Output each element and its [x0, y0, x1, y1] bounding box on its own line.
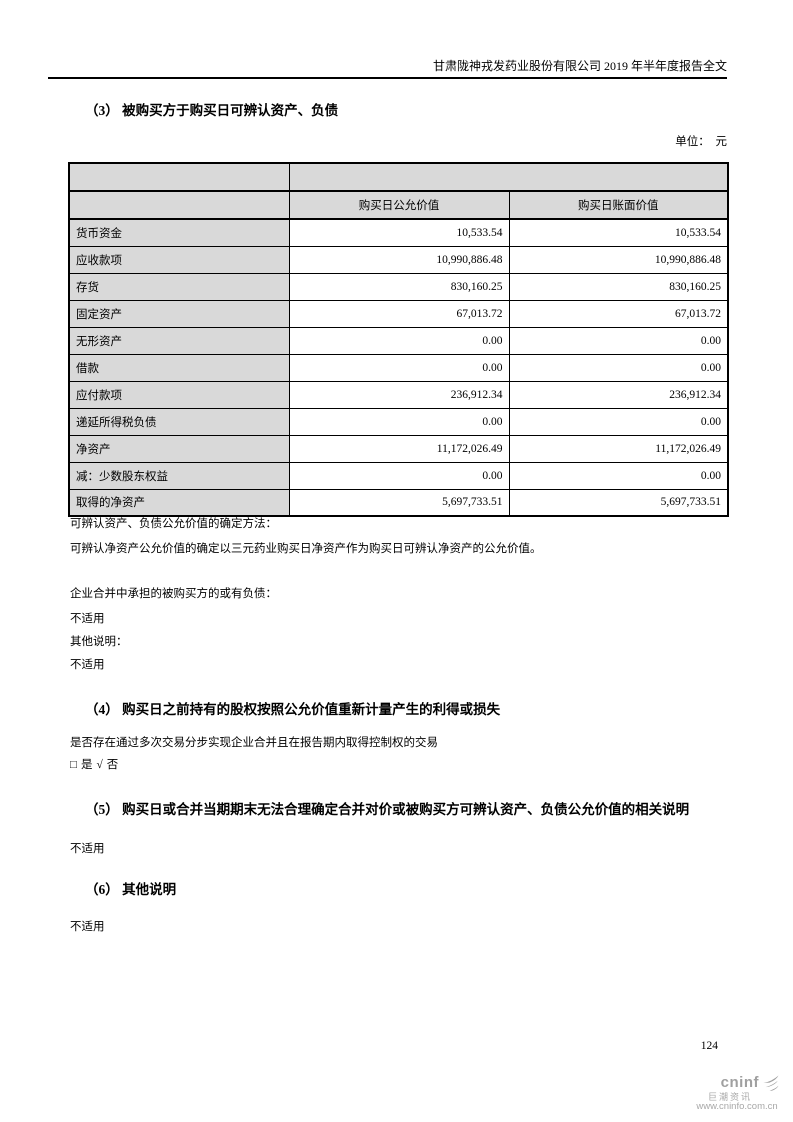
table-row: 固定资产 67,013.72 67,013.72 [68, 299, 729, 328]
table-row: 货币资金 10,533.54 10,533.54 [68, 218, 729, 247]
contingent-liability-caption: 企业合并中承担的被购买方的或有负债： [70, 588, 277, 600]
row-label: 货币资金 [68, 218, 290, 247]
book-value-cell: 0.00 [508, 353, 729, 382]
fair-value-cell: 0.00 [288, 353, 510, 382]
book-value-cell: 5,697,733.51 [508, 488, 729, 517]
cninfo-logo-url: www.cninfo.com.cn [696, 1101, 778, 1113]
cninfo-logo-text: cninf [720, 1074, 759, 1092]
table-row: 应付款项 236,912.34 236,912.34 [68, 380, 729, 409]
table-row: 取得的净资产 5,697,733.51 5,697,733.51 [68, 488, 729, 517]
fair-value-method-caption: 可辨认资产、负债公允价值的确定方法： [70, 518, 277, 530]
fair-value-method-text: 可辨认净资产公允价值的确定以三元药业购买日净资产作为购买日可辨认净资产的公允价值… [70, 543, 542, 555]
checkbox-yes-unchecked: □ [70, 759, 77, 771]
row-label: 减：少数股东权益 [68, 461, 290, 490]
table-row: 存货 830,160.25 830,160.25 [68, 272, 729, 301]
table-row: 净资产 11,172,026.49 11,172,026.49 [68, 434, 729, 463]
section-6-body: 不适用 [70, 921, 105, 933]
fair-value-cell: 67,013.72 [288, 299, 510, 328]
row-label: 无形资产 [68, 326, 290, 355]
table-row: 减：少数股东权益 0.00 0.00 [68, 461, 729, 490]
fair-value-cell: 5,697,733.51 [288, 488, 510, 517]
fair-value-cell: 0.00 [288, 407, 510, 436]
book-value-cell: 830,160.25 [508, 272, 729, 301]
cninfo-swirl-icon [763, 1075, 779, 1091]
row-label: 借款 [68, 353, 290, 382]
checkmark-no-icon: √ [96, 759, 103, 771]
table-row: 递延所得税负债 0.00 0.00 [68, 407, 729, 436]
other-notes-value: 不适用 [70, 659, 105, 671]
book-value-cell: 0.00 [508, 326, 729, 355]
section-5-title: （5） 购买日或合并当期期末无法合理确定合并对价或被购买方可辨认资产、负债公允价… [85, 802, 690, 817]
row-label: 递延所得税负债 [68, 407, 290, 436]
section-4-question: 是否存在通过多次交易分步实现企业合并且在报告期内取得控制权的交易 [70, 737, 438, 749]
blank-header-cell [68, 190, 290, 220]
table-header-row: 购买日公允价值 购买日账面价值 [68, 190, 729, 220]
identifiable-assets-table: 购买日公允价值 购买日账面价值 货币资金 10,533.54 10,533.54… [68, 162, 729, 517]
fair-value-cell: 236,912.34 [288, 380, 510, 409]
section-3-title: （3） 被购买方于购买日可辨认资产、负债 [85, 103, 339, 118]
blank-corner-cell [68, 162, 290, 192]
row-label: 净资产 [68, 434, 290, 463]
cninfo-logo-row: cninf [687, 1074, 787, 1092]
table-row: 借款 0.00 0.00 [68, 353, 729, 382]
cninfo-logo-subtitle: 巨潮资讯 [707, 1092, 752, 1102]
table-row: 无形资产 0.00 0.00 [68, 326, 729, 355]
unit-label: 单位： 元 [675, 136, 727, 148]
fair-value-cell: 10,533.54 [288, 218, 510, 247]
row-label: 固定资产 [68, 299, 290, 328]
page-header-title: 甘肃陇神戎发药业股份有限公司 2019 年半年度报告全文 [432, 59, 727, 73]
cninfo-watermark: cninf 巨潮资讯 www.cninfo.com.cn [687, 1074, 787, 1113]
book-value-cell: 236,912.34 [508, 380, 729, 409]
book-value-cell: 67,013.72 [508, 299, 729, 328]
section-6-title: （6） 其他说明 [85, 882, 177, 897]
column-header-book-value: 购买日账面价值 [508, 190, 729, 220]
book-value-cell: 10,533.54 [508, 218, 729, 247]
row-label: 存货 [68, 272, 290, 301]
book-value-cell: 10,990,886.48 [508, 245, 729, 274]
fair-value-cell: 0.00 [288, 461, 510, 490]
book-value-cell: 11,172,026.49 [508, 434, 729, 463]
contingent-liability-value: 不适用 [70, 613, 105, 625]
book-value-cell: 0.00 [508, 461, 729, 490]
column-header-fair-value: 购买日公允价值 [288, 190, 510, 220]
fair-value-cell: 0.00 [288, 326, 510, 355]
no-label: 否 [106, 759, 119, 771]
yes-label: 是 [80, 759, 93, 771]
other-notes-caption: 其他说明： [70, 636, 128, 648]
fair-value-cell: 11,172,026.49 [288, 434, 510, 463]
row-label: 取得的净资产 [68, 488, 290, 517]
table-row-blank [68, 162, 729, 192]
book-value-cell: 0.00 [508, 407, 729, 436]
row-label: 应收款项 [68, 245, 290, 274]
blank-span-cell [288, 162, 729, 192]
table-row: 应收款项 10,990,886.48 10,990,886.48 [68, 245, 729, 274]
fair-value-cell: 10,990,886.48 [288, 245, 510, 274]
header-divider [48, 77, 727, 79]
fair-value-cell: 830,160.25 [288, 272, 510, 301]
section-4-title: （4） 购买日之前持有的股权按照公允价值重新计量产生的利得或损失 [85, 702, 501, 717]
row-label: 应付款项 [68, 380, 290, 409]
page-number: 124 [700, 1040, 718, 1052]
section-5-body: 不适用 [70, 843, 105, 855]
yes-no-choice-line: □ 是 √ 否 [70, 756, 122, 772]
